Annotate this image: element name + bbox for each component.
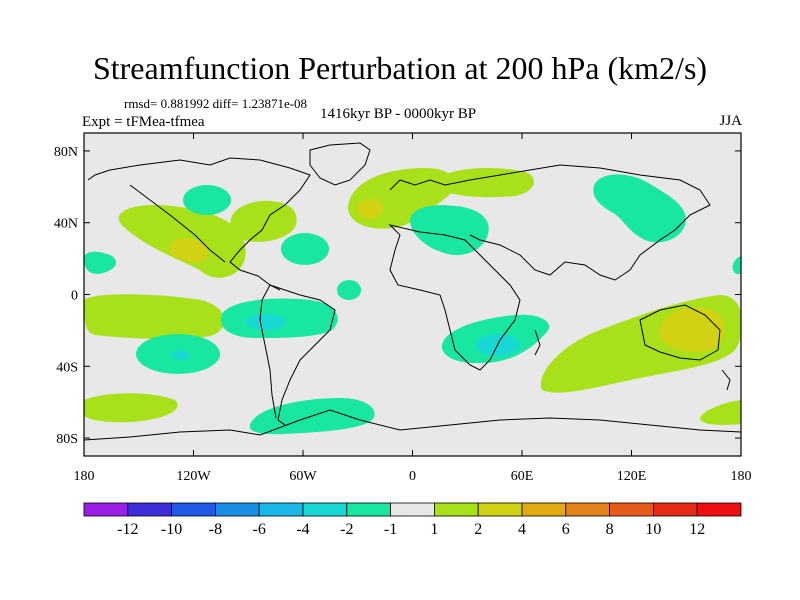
coastlines — [84, 142, 741, 441]
anomaly-region-europe — [435, 168, 535, 198]
colorbar-swatch — [346, 502, 391, 517]
anomaly-region-east-asia — [593, 174, 686, 243]
anomaly-region-north-atlantic-core — [357, 199, 383, 219]
colorbar-swatch — [433, 502, 479, 517]
colorbar-label: -8 — [209, 521, 222, 538]
anomaly-region-south-pacific-core — [172, 350, 190, 360]
colorbar-label: -2 — [340, 521, 353, 538]
y-tick-label: 40S — [56, 360, 78, 375]
anomaly-region-north-america — [230, 200, 297, 242]
anomaly-region-neg-pacific-n-core — [169, 237, 209, 263]
colorbar-label: -4 — [296, 521, 309, 538]
colorbar-label: 6 — [562, 521, 570, 538]
x-tick-label: 0 — [409, 469, 416, 484]
colorbar-swatch — [565, 502, 610, 517]
x-axis-ticks: 180 120W 60W 0 60E 120E 180 — [74, 133, 752, 484]
y-axis-ticks: 80N 40N 0 40S 80S — [54, 145, 741, 447]
coast-north-america — [109, 157, 311, 291]
anomaly-region-tropical-pacific — [84, 294, 225, 340]
colorbar-label: -1 — [384, 521, 397, 538]
anomaly-region-west-pacific-w — [84, 251, 117, 274]
colorbar-label: -10 — [161, 521, 182, 538]
colorbar-label: 8 — [606, 521, 614, 538]
colorbar-swatch — [696, 502, 742, 517]
colorbar-swatch — [653, 502, 698, 517]
x-tick-label: 180 — [74, 469, 95, 484]
colorbar-swatch — [302, 502, 348, 517]
y-tick-label: 80S — [56, 432, 78, 447]
season-label: JJA — [719, 113, 742, 129]
x-tick-label: 120W — [176, 469, 211, 484]
coast-south-america — [259, 284, 336, 426]
x-tick-label: 120E — [617, 469, 647, 484]
stats-label: rmsd= 0.881992 diff= 1.23871e-08 — [124, 96, 308, 111]
colorbar-swatch — [609, 502, 654, 517]
experiment-label: Expt = tFMea-tfmea — [82, 114, 205, 130]
coast-eurasia — [389, 164, 711, 281]
colorbar: -12 -10 -8 -6 -4 -2 -1 1 2 4 6 8 10 12 — [83, 502, 742, 538]
colorbar-label: -12 — [117, 521, 138, 538]
colorbar-swatch — [83, 502, 129, 517]
anomaly-region-south-pacific-high — [84, 393, 178, 423]
colorbar-label: 10 — [645, 521, 661, 538]
colorbar-label: -6 — [253, 521, 266, 538]
y-tick-label: 40N — [54, 217, 78, 232]
anomaly-region-gulf — [281, 233, 329, 265]
coast-antarctica — [84, 409, 741, 441]
colorbar-swatch — [521, 502, 567, 517]
colorbar-swatch — [127, 502, 173, 517]
colorbar-swatch — [214, 502, 260, 517]
colorbar-swatch — [477, 502, 523, 517]
anomaly-region-mediterranean — [410, 205, 489, 256]
anomaly-region-ross-sea — [700, 400, 741, 425]
colorbar-swatch — [390, 502, 435, 517]
coast-madagascar — [534, 329, 541, 356]
colorbar-label: 2 — [474, 521, 482, 538]
colorbar-label: 12 — [689, 521, 705, 538]
chart-title: Streamfunction Perturbation at 200 hPa (… — [92, 50, 708, 86]
anomaly-region-south-america-core — [246, 314, 286, 330]
y-tick-label: 0 — [71, 289, 78, 304]
coast-new-zealand — [721, 369, 731, 391]
coast-north-america-west — [87, 169, 226, 263]
coast-africa — [388, 224, 521, 371]
colorbar-swatch — [258, 502, 304, 517]
period-label: 1416kyr BP - 0000kyr BP — [320, 106, 477, 122]
y-tick-label: 80N — [54, 145, 78, 160]
coast-australia — [639, 304, 721, 361]
anomaly-region-north-pacific — [183, 185, 231, 215]
x-tick-label: 60W — [289, 469, 317, 484]
colorbar-label: 4 — [518, 521, 526, 538]
anomaly-region-west-pacific-e — [732, 256, 741, 275]
x-tick-label: 180 — [731, 469, 752, 484]
x-tick-label: 60E — [511, 469, 534, 484]
colorbar-swatch — [171, 502, 216, 517]
coast-greenland — [309, 142, 371, 186]
anomaly-region-equatorial-atlantic — [337, 280, 361, 300]
colorbar-label: 1 — [430, 521, 438, 538]
